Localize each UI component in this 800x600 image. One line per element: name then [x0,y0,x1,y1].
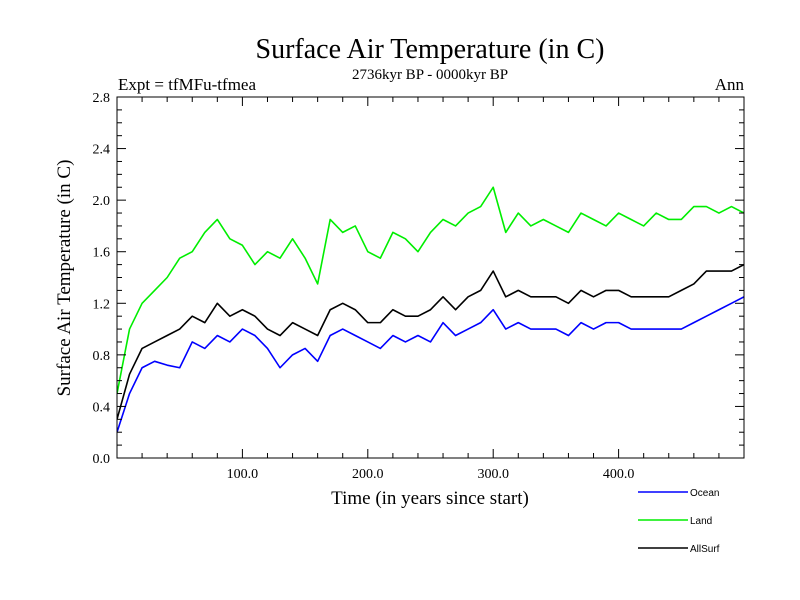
series-line-allsurf [117,263,744,420]
y-tick-label: 0.4 [93,400,111,415]
chart-title: Surface Air Temperature (in C) [256,34,605,65]
ticks-layer: 100.0 200.0 300.0 400.0 0.0 0.4 0.8 1.2 1.6 2.0 2.… [93,91,744,482]
y-tick-label: 2.8 [93,91,111,106]
y-tick-label: 0.8 [93,349,111,364]
x-tick-label: 200.0 [352,467,384,482]
series-line-ocean [117,296,744,433]
legend: Ocean Land AllSurf [638,488,720,555]
x-tick-label: 400.0 [603,467,635,482]
x-axis-label: Time (in years since start) [331,488,529,509]
y-axis-label: Surface Air Temperature (in C) [54,160,75,397]
series-layer [117,186,744,433]
legend-label-ocean: Ocean [690,488,719,499]
y-tick-label: 2.4 [93,143,111,158]
y-tick-label: 2.0 [93,194,111,209]
y-tick-label: 0.0 [93,452,111,467]
legend-label-land: Land [690,516,712,527]
legend-label-allsurf: AllSurf [690,544,720,555]
chart-subtitle: 2736kyr BP - 0000kyr BP [352,67,508,83]
y-tick-label: 1.6 [93,246,111,261]
x-tick-label: 300.0 [477,467,509,482]
expt-label: Expt = tfMFu-tfmea [118,75,256,94]
season-label: Ann [715,75,745,94]
x-tick-label: 100.0 [227,467,259,482]
series-line-land [117,186,744,394]
y-tick-label: 1.2 [93,297,111,312]
